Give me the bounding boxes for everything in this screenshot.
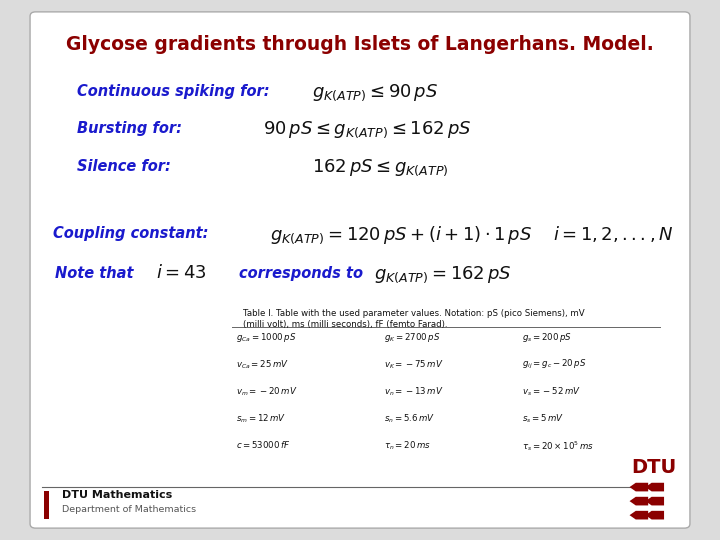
Text: $i = 1,2,...,N$: $i = 1,2,...,N$ [553, 224, 674, 244]
FancyBboxPatch shape [30, 12, 690, 528]
Text: $c = 53000\,fF$: $c = 53000\,fF$ [235, 439, 290, 450]
Text: $g_{K(ATP)} = 120\,pS + (i+1)\cdot 1\,pS$: $g_{K(ATP)} = 120\,pS + (i+1)\cdot 1\,pS… [270, 224, 533, 246]
Text: Note that: Note that [55, 266, 133, 281]
Bar [44, 491, 49, 519]
Text: Table I. Table with the used parameter values. Notation: pS (pico Siemens), mV: Table I. Table with the used parameter v… [243, 309, 585, 319]
Text: $v_K = -75\,mV$: $v_K = -75\,mV$ [384, 358, 444, 370]
Text: $g_{K(ATP)} = 162\,pS$: $g_{K(ATP)} = 162\,pS$ [374, 264, 511, 285]
Polygon shape [645, 497, 664, 505]
Text: DTU: DTU [631, 458, 677, 477]
Text: $g_{K(ATP)} \leq 90\,pS$: $g_{K(ATP)} \leq 90\,pS$ [312, 82, 438, 103]
Text: Silence for:: Silence for: [77, 159, 171, 174]
Text: $g_K = 2700\,pS$: $g_K = 2700\,pS$ [384, 331, 441, 344]
Text: $\tau_s = 20\times10^5\,ms$: $\tau_s = 20\times10^5\,ms$ [522, 439, 594, 453]
Text: Department of Mathematics: Department of Mathematics [62, 505, 196, 514]
Text: DTU Mathematics: DTU Mathematics [62, 490, 172, 501]
Text: $g_{ij} = g_c - 20\,pS$: $g_{ij} = g_c - 20\,pS$ [522, 358, 587, 371]
Text: $i = 43$: $i = 43$ [156, 264, 207, 282]
Polygon shape [629, 483, 648, 491]
Text: corresponds to: corresponds to [239, 266, 363, 281]
Text: $\tau_n = 20\,ms$: $\tau_n = 20\,ms$ [384, 439, 431, 451]
Text: (milli volt), ms (milli seconds), fF (femto Farad).: (milli volt), ms (milli seconds), fF (fe… [243, 320, 447, 329]
Text: $v_n = -13\,mV$: $v_n = -13\,mV$ [384, 385, 444, 397]
Polygon shape [629, 497, 648, 505]
Polygon shape [629, 511, 648, 519]
Text: Continuous spiking for:: Continuous spiking for: [77, 84, 269, 99]
Text: Bursting for:: Bursting for: [77, 122, 182, 137]
Text: Glycose gradients through Islets of Langerhans. Model.: Glycose gradients through Islets of Lang… [66, 35, 654, 54]
Text: $v_m = -20\,mV$: $v_m = -20\,mV$ [235, 385, 297, 397]
Text: Coupling constant:: Coupling constant: [53, 226, 208, 241]
Text: $s_n = 5.6\,mV$: $s_n = 5.6\,mV$ [384, 412, 436, 424]
Text: $g_{Ca} = 1000\,pS$: $g_{Ca} = 1000\,pS$ [235, 331, 296, 344]
Polygon shape [645, 483, 664, 491]
Polygon shape [645, 511, 664, 519]
Text: $162\,pS \leq g_{K(ATP)}$: $162\,pS \leq g_{K(ATP)}$ [312, 158, 449, 178]
Text: $g_s = 200\,pS$: $g_s = 200\,pS$ [522, 331, 572, 344]
Text: $s_s = 5\,mV$: $s_s = 5\,mV$ [522, 412, 564, 424]
Text: $90\,pS \leq g_{K(ATP)} \leq 162\,pS$: $90\,pS \leq g_{K(ATP)} \leq 162\,pS$ [264, 120, 472, 140]
Text: $v_{Ca} = 25\,mV$: $v_{Ca} = 25\,mV$ [235, 358, 289, 370]
Text: $s_m = 12\,mV$: $s_m = 12\,mV$ [235, 412, 286, 424]
Text: $v_s = -52\,mV$: $v_s = -52\,mV$ [522, 385, 581, 397]
